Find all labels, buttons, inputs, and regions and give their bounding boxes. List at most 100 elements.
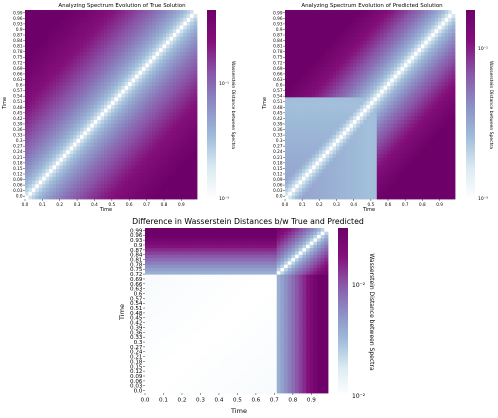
heatmap-cell xyxy=(312,40,316,45)
heatmap-cell xyxy=(380,104,384,109)
heatmap-cell xyxy=(359,123,364,128)
heatmap-cell xyxy=(356,36,361,41)
heatmap-cell xyxy=(356,10,361,15)
heatmap-cell xyxy=(49,100,53,105)
heatmap-cell xyxy=(370,66,374,71)
heatmap-cell xyxy=(431,130,435,136)
heatmap-cell xyxy=(417,28,422,34)
heatmap-cell xyxy=(322,183,327,189)
heatmap-cell xyxy=(288,81,293,86)
heatmap-cell xyxy=(97,10,102,15)
heatmap-cell xyxy=(295,134,299,139)
heatmap-cell xyxy=(73,168,77,173)
heatmap-cell xyxy=(285,191,289,196)
heatmap-cell xyxy=(121,85,126,90)
heatmap-cell xyxy=(169,51,174,56)
heatmap-cell xyxy=(383,32,388,37)
heatmap-cell xyxy=(359,100,364,105)
heatmap-cell xyxy=(373,153,378,158)
heatmap-cell xyxy=(373,62,378,68)
heatmap-cell xyxy=(114,142,119,147)
heatmap-cell xyxy=(363,183,367,189)
heatmap-cell xyxy=(404,142,408,147)
heatmap-cell xyxy=(135,62,139,68)
heatmap-cell xyxy=(162,176,167,181)
heatmap-cell xyxy=(298,100,303,105)
heatmap-cell xyxy=(400,32,405,37)
heatmap-cell xyxy=(69,78,74,83)
heatmap-cell xyxy=(169,44,174,49)
heatmap-cell xyxy=(62,115,67,121)
heatmap-cell xyxy=(444,146,449,151)
heatmap-cell xyxy=(363,138,367,143)
heatmap-cell xyxy=(162,81,167,86)
heatmap-cell xyxy=(35,130,40,136)
heatmap-cell xyxy=(366,78,371,83)
heatmap-cell xyxy=(124,176,129,181)
heatmap-cell xyxy=(366,115,371,121)
heatmap-cell xyxy=(73,25,77,30)
heatmap-cell xyxy=(295,127,299,132)
heatmap-cell xyxy=(329,157,333,162)
heatmap-cell xyxy=(100,55,105,60)
heatmap-cell xyxy=(141,149,146,155)
heatmap-cell xyxy=(176,47,181,52)
heatmap-cell xyxy=(302,59,306,64)
heatmap-cell xyxy=(42,100,47,105)
heatmap-cell xyxy=(353,40,357,45)
heatmap-cell xyxy=(407,85,412,90)
heatmap-cell xyxy=(186,66,191,71)
heatmap-cell xyxy=(76,28,81,34)
heatmap-cell xyxy=(288,130,293,136)
heatmap-cell xyxy=(366,119,371,124)
heatmap-cell xyxy=(148,89,153,94)
heatmap-cell xyxy=(73,59,77,64)
heatmap-cell xyxy=(90,112,95,117)
heatmap-cell xyxy=(135,134,139,139)
heatmap-cell xyxy=(114,176,119,181)
heatmap-cell xyxy=(370,21,374,26)
heatmap-cell xyxy=(152,119,157,124)
heatmap-cell xyxy=(83,130,88,136)
heatmap-cell xyxy=(117,28,122,34)
heatmap-cell xyxy=(308,13,313,18)
heatmap-cell xyxy=(128,96,133,102)
heatmap-cell xyxy=(141,183,146,189)
heatmap-cell xyxy=(38,157,43,162)
heatmap-cell xyxy=(404,161,408,166)
heatmap-cell xyxy=(93,191,98,196)
heatmap-cell xyxy=(100,161,105,166)
heatmap-cell xyxy=(93,74,98,79)
heatmap-cell xyxy=(285,21,289,26)
heatmap-cell xyxy=(421,127,425,132)
heatmap-cell xyxy=(138,70,143,75)
heatmap-cell xyxy=(131,191,136,196)
heatmap-cell xyxy=(55,172,60,177)
heatmap-cell xyxy=(169,55,174,60)
heatmap-cell xyxy=(349,119,354,124)
heatmap-cell xyxy=(342,130,347,136)
heatmap-cell xyxy=(410,176,415,181)
heatmap-cell xyxy=(38,130,43,136)
heatmap-cell xyxy=(434,40,439,45)
heatmap-cell xyxy=(152,183,157,189)
heatmap-cell xyxy=(322,74,327,79)
heatmap-cell xyxy=(104,21,108,26)
heatmap-cell xyxy=(373,134,378,139)
heatmap-cell xyxy=(329,93,333,98)
heatmap-cell xyxy=(383,127,388,132)
heatmap-cell xyxy=(80,119,84,124)
heatmap-cell xyxy=(59,28,64,34)
heatmap-cell xyxy=(117,10,122,15)
heatmap-cell xyxy=(308,81,313,86)
heatmap-cell xyxy=(66,104,71,109)
heatmap-cell xyxy=(128,62,133,68)
heatmap-cell xyxy=(104,146,108,151)
heatmap-cell xyxy=(107,146,112,151)
heatmap-cell xyxy=(349,74,354,79)
heatmap-cell xyxy=(363,127,367,132)
heatmap-cell xyxy=(193,59,198,64)
heatmap-cell xyxy=(86,59,91,64)
heatmap-cell xyxy=(117,168,122,173)
heatmap-cell xyxy=(62,180,67,185)
